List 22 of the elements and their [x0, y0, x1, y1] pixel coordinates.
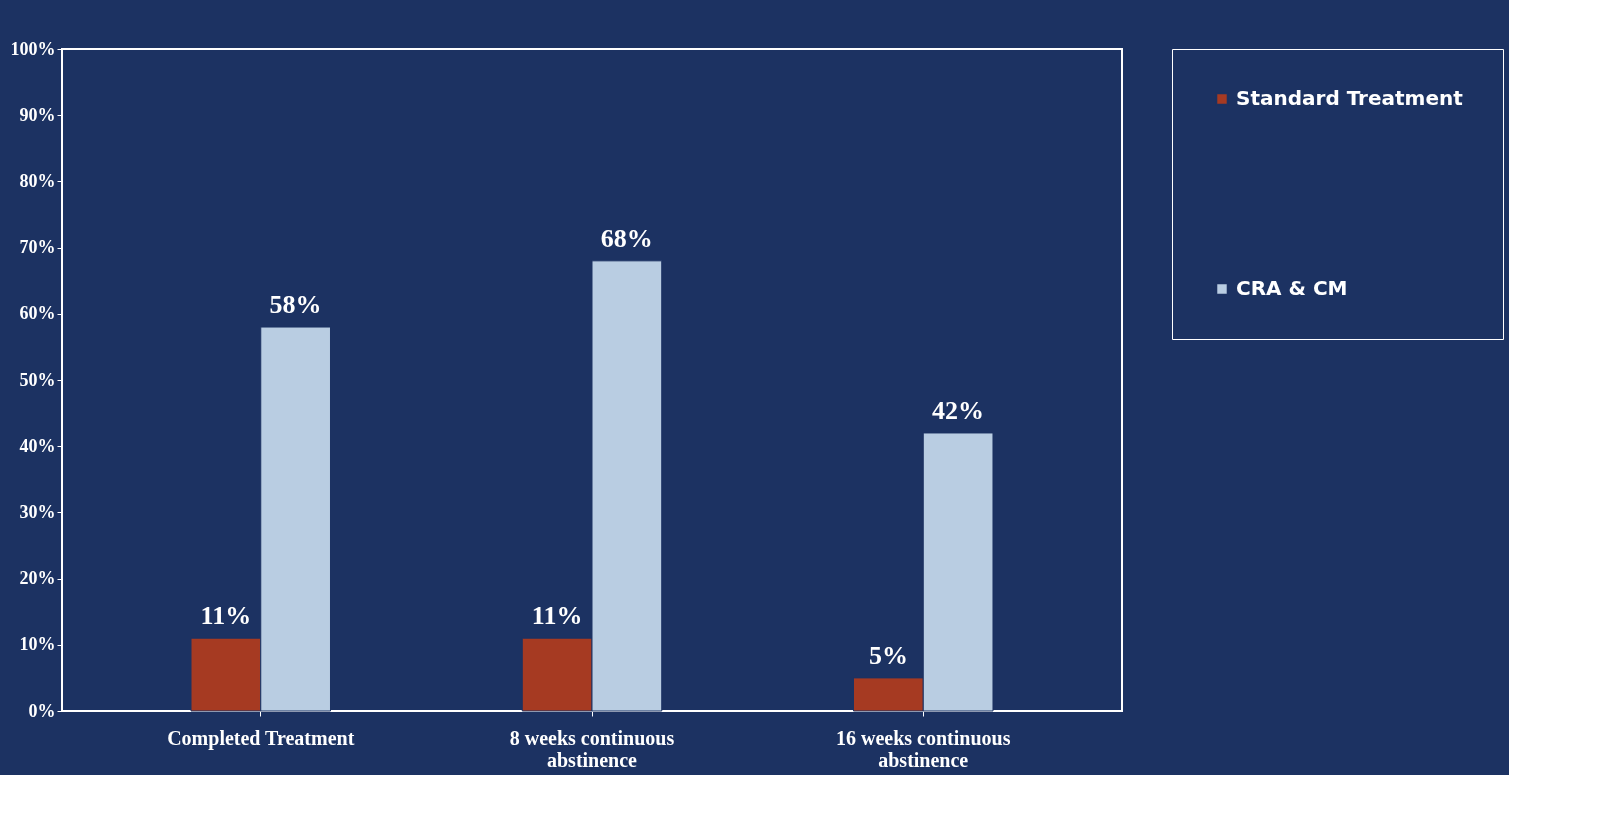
- y-tick-label: 50%: [19, 369, 56, 390]
- y-tick-label: 100%: [10, 38, 56, 59]
- x-tick-label: 16 weeks continuous abstinence: [836, 726, 1011, 771]
- y-tick-label: 60%: [19, 303, 56, 324]
- data-label: 11%: [531, 601, 583, 631]
- y-tick-label: 20%: [19, 568, 56, 589]
- data-label: 5%: [868, 640, 908, 670]
- data-label: 68%: [600, 223, 653, 253]
- x-tick-label: 8 weeks continuous abstinence: [509, 726, 675, 771]
- data-label: 58%: [269, 290, 322, 320]
- y-tick-label: 0%: [28, 700, 56, 721]
- y-tick-label: 80%: [19, 170, 56, 191]
- x-tick-label: Completed Treatment: [167, 726, 355, 750]
- legend-label: Standard Treatment: [1236, 86, 1464, 110]
- y-tick-label: 70%: [19, 237, 56, 258]
- legend-label: CRA & CM: [1236, 276, 1348, 300]
- y-tick-label: 90%: [19, 104, 56, 125]
- data-label: 42%: [932, 395, 985, 425]
- y-tick-label: 30%: [19, 501, 56, 522]
- data-label: 11%: [200, 601, 252, 631]
- y-tick-label: 40%: [19, 435, 56, 456]
- y-tick-label: 10%: [19, 634, 56, 655]
